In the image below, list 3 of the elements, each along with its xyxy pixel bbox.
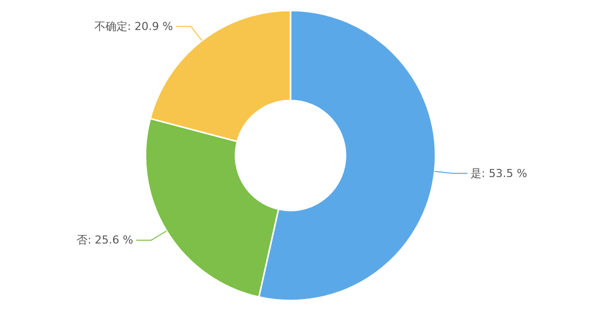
slice-label: 是: 53.5 %	[470, 166, 528, 180]
slice-label: 否: 25.6 %	[76, 234, 134, 247]
slice-label: 不确定: 20.9 %	[94, 20, 174, 33]
